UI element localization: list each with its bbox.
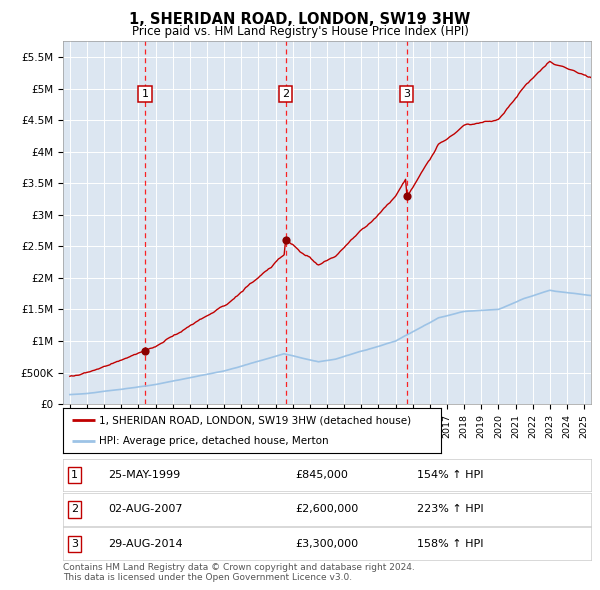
Text: 25-MAY-1999: 25-MAY-1999 [108,470,180,480]
Text: £2,600,000: £2,600,000 [295,504,359,514]
Text: 154% ↑ HPI: 154% ↑ HPI [417,470,483,480]
Text: 2: 2 [71,504,78,514]
Point [402,191,412,201]
Text: 158% ↑ HPI: 158% ↑ HPI [417,539,483,549]
Text: HPI: Average price, detached house, Merton: HPI: Average price, detached house, Mert… [99,435,329,445]
Text: 1: 1 [71,470,78,480]
Text: 1, SHERIDAN ROAD, LONDON, SW19 3HW (detached house): 1, SHERIDAN ROAD, LONDON, SW19 3HW (deta… [99,415,411,425]
Point [281,235,290,245]
Text: 3: 3 [403,89,410,99]
Text: 29-AUG-2014: 29-AUG-2014 [108,539,182,549]
Text: 3: 3 [71,539,78,549]
Text: 02-AUG-2007: 02-AUG-2007 [108,504,182,514]
Text: £3,300,000: £3,300,000 [295,539,358,549]
Text: 1: 1 [142,89,148,99]
Text: Contains HM Land Registry data © Crown copyright and database right 2024.
This d: Contains HM Land Registry data © Crown c… [63,563,415,582]
Text: 2: 2 [282,89,289,99]
Point [140,346,150,356]
Text: 223% ↑ HPI: 223% ↑ HPI [417,504,484,514]
Text: Price paid vs. HM Land Registry's House Price Index (HPI): Price paid vs. HM Land Registry's House … [131,25,469,38]
Text: £845,000: £845,000 [295,470,348,480]
Text: 1, SHERIDAN ROAD, LONDON, SW19 3HW: 1, SHERIDAN ROAD, LONDON, SW19 3HW [130,12,470,27]
